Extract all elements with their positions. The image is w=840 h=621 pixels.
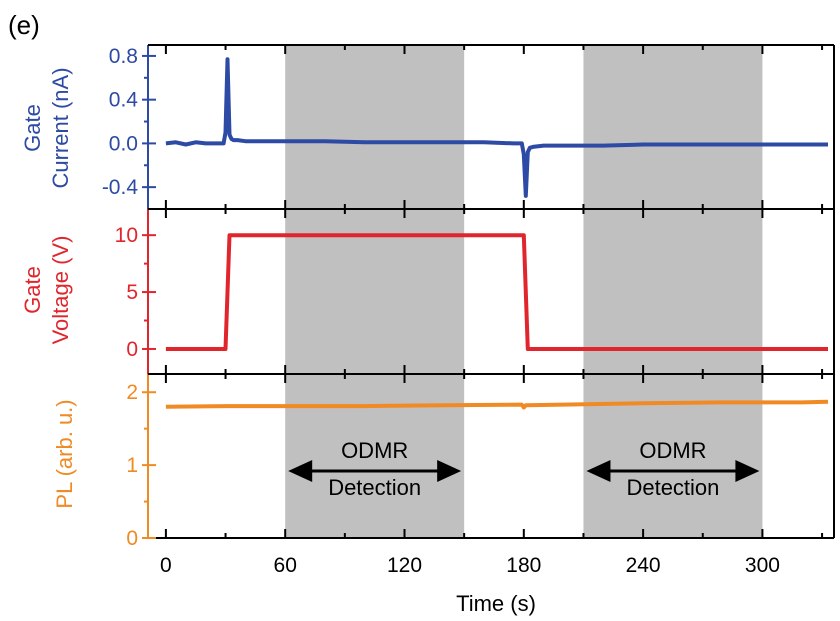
odmr-shaded-regions <box>285 45 763 538</box>
top-ylabel-line2: Current (nA) <box>48 67 73 188</box>
top-ylabel-line1: Gate <box>20 104 45 152</box>
xtick-label: 120 <box>387 554 422 577</box>
middle-ylabel-line2: Voltage (V) <box>48 236 73 345</box>
shaded-region-1 <box>285 45 465 538</box>
xtick-label: 180 <box>506 554 541 577</box>
middle-ytick-label: 0 <box>126 338 138 361</box>
shaded-region-2 <box>583 45 763 538</box>
xtick-label: 0 <box>160 554 172 577</box>
tick-marks <box>142 45 824 539</box>
middle-series-line <box>165 233 828 351</box>
middle-ylabel-line1: Gate <box>20 266 45 314</box>
data-lines <box>165 57 829 410</box>
odmr-arrowhead-right-1 <box>437 460 462 482</box>
top-ytick-label: -0.4 <box>102 176 139 199</box>
xtick-label: 300 <box>745 554 780 577</box>
top-ytick-label: 0.0 <box>109 132 138 155</box>
odmr-label-line1-2: ODMR <box>639 438 706 463</box>
bottom-series-line <box>165 399 829 410</box>
top-ytick-label: 0.4 <box>109 89 139 112</box>
x-axis-label: Time (s) <box>456 591 536 616</box>
top-series-line <box>165 57 828 198</box>
odmr-label-line2-2: Detection <box>626 475 719 500</box>
odmr-label-line1-1: ODMR <box>341 438 408 463</box>
bottom-ytick-label: 1 <box>126 454 138 477</box>
top-ytick-label: 0.8 <box>109 45 138 68</box>
panel-label: (e) <box>8 10 40 40</box>
middle-ytick-label: 5 <box>126 281 138 304</box>
bottom-ytick-label: 0 <box>126 527 138 550</box>
odmr-arrowhead-left-2 <box>586 460 611 482</box>
panel-frames <box>147 44 835 539</box>
xtick-label: 60 <box>274 554 297 577</box>
middle-ytick-label: 10 <box>115 224 138 247</box>
odmr-annotations: ODMR Detection ODMR Detection <box>288 438 760 500</box>
odmr-arrowhead-right-2 <box>735 460 760 482</box>
bottom-ylabel: PL (arb. u.) <box>52 399 77 508</box>
xtick-label: 240 <box>626 554 661 577</box>
odmr-label-line2-1: Detection <box>328 475 421 500</box>
bottom-ytick-label: 2 <box>126 381 138 404</box>
odmr-arrowhead-left-1 <box>288 460 313 482</box>
